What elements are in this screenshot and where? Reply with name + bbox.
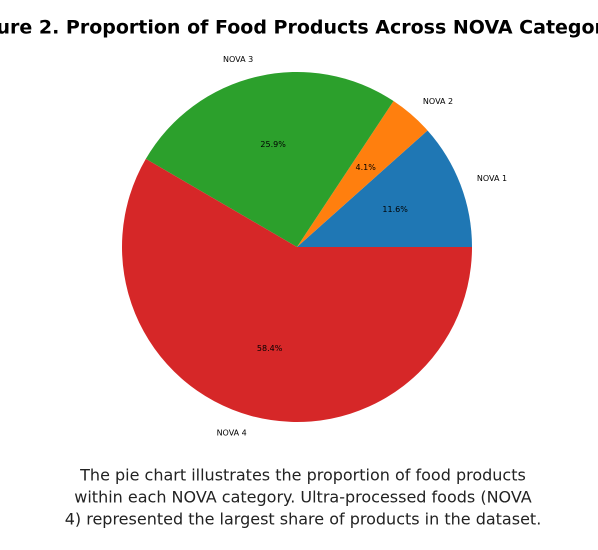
- pie-slice: [121, 158, 472, 422]
- pie-slice: [297, 130, 472, 247]
- value-label: 11.6%: [382, 205, 408, 214]
- caption-line: 4) represented the largest share of prod…: [65, 510, 542, 529]
- value-label: 25.9%: [260, 140, 286, 149]
- value-label: 4.1%: [356, 163, 377, 172]
- chart-title: Figure 2. Proportion of Food Products Ac…: [0, 17, 598, 39]
- category-label: NOVA 4: [217, 428, 247, 437]
- pie-slice: [297, 101, 428, 247]
- value-label: 58.4%: [257, 344, 283, 353]
- category-label: NOVA 2: [423, 97, 453, 106]
- caption-line: The pie chart illustrates the proportion…: [79, 466, 526, 485]
- category-label: NOVA 1: [477, 174, 507, 183]
- caption-line: within each NOVA category. Ultra-process…: [74, 488, 532, 507]
- pie-slice: [145, 72, 394, 247]
- category-label: NOVA 3: [223, 55, 253, 64]
